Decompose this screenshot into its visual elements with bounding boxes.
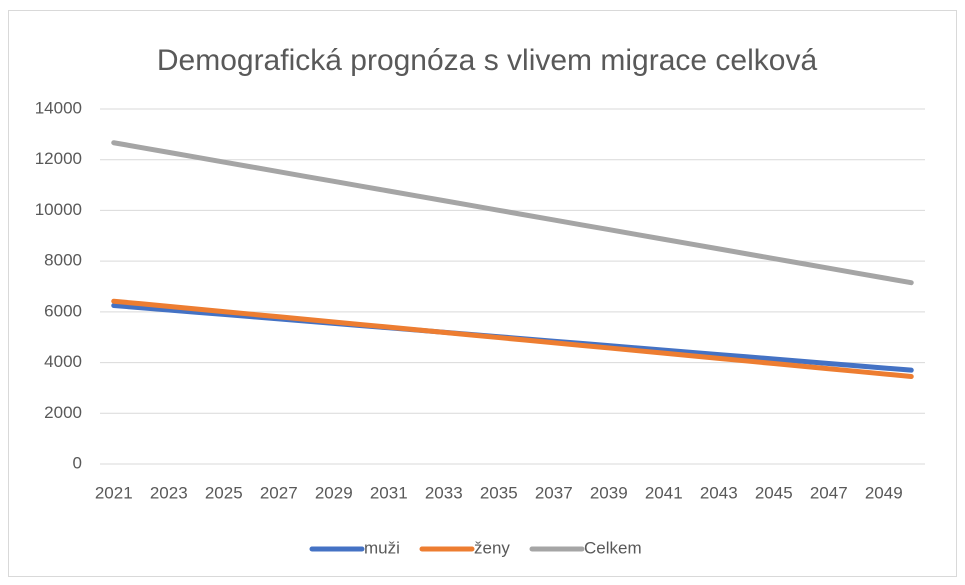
x-tick-label: 2029 bbox=[315, 483, 353, 502]
x-tick-label: 2049 bbox=[865, 483, 903, 502]
series-line bbox=[111, 140, 914, 286]
x-tick-label: 2033 bbox=[425, 483, 463, 502]
legend-label: Celkem bbox=[584, 538, 642, 557]
x-tick-label: 2023 bbox=[150, 483, 188, 502]
x-tick-label: 2027 bbox=[260, 483, 298, 502]
x-tick-label: 2039 bbox=[590, 483, 628, 502]
y-tick-label: 10000 bbox=[35, 200, 82, 219]
x-tick-label: 2025 bbox=[205, 483, 243, 502]
x-tick-label: 2037 bbox=[535, 483, 573, 502]
x-tick-label: 2047 bbox=[810, 483, 848, 502]
x-tick-label: 2031 bbox=[370, 483, 408, 502]
legend-label: muži bbox=[364, 538, 400, 557]
x-tick-label: 2043 bbox=[700, 483, 738, 502]
chart-title: Demografická prognóza s vlivem migrace c… bbox=[157, 44, 818, 77]
y-tick-label: 8000 bbox=[44, 251, 82, 270]
x-tick-label: 2021 bbox=[95, 483, 133, 502]
series-line bbox=[111, 298, 914, 380]
y-tick-label: 4000 bbox=[44, 352, 82, 371]
x-tick-label: 2045 bbox=[755, 483, 793, 502]
x-tick-label: 2041 bbox=[645, 483, 683, 502]
y-tick-label: 6000 bbox=[44, 301, 82, 320]
y-tick-label: 2000 bbox=[44, 403, 82, 422]
y-tick-label: 14000 bbox=[35, 98, 82, 117]
y-tick-label: 0 bbox=[73, 453, 82, 472]
y-tick-label: 12000 bbox=[35, 149, 82, 168]
legend-label: ženy bbox=[474, 538, 510, 557]
chart-border bbox=[8, 10, 957, 577]
x-tick-label: 2035 bbox=[480, 483, 518, 502]
